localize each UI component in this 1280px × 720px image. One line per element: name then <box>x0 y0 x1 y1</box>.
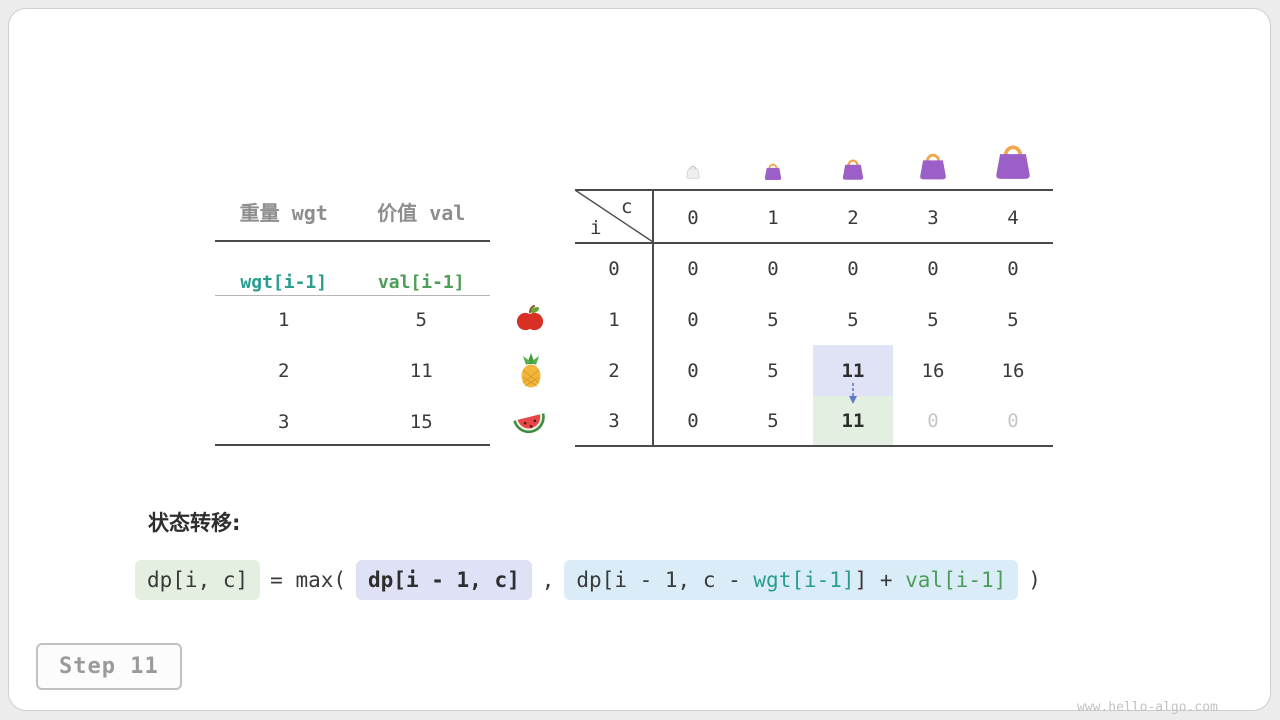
items-header-value: 价值 val <box>377 200 466 225</box>
formula-arg2-prefix: dp[i - 1, c - <box>576 568 754 592</box>
watermelon-icon <box>513 413 545 434</box>
dp-cell-3-0: 0 <box>687 409 699 432</box>
formula-arg2-val: val[i-1] <box>905 568 1007 592</box>
items-table-row-1: 1 5 <box>215 305 490 335</box>
item1-weight: 1 <box>278 309 290 331</box>
dp-corner-row-var: i <box>590 217 602 239</box>
item1-value: 5 <box>415 309 427 331</box>
formula-arg2: dp[i - 1, c - wgt[i-1]] + val[i-1] <box>564 560 1019 600</box>
formula-arg2-infix: ] + <box>854 568 906 592</box>
items-table-rule-bottom <box>215 444 490 446</box>
dp-row-2-label: 2 <box>608 359 620 382</box>
dp-col-header-4: 4 <box>1007 207 1019 229</box>
formula-lhs: dp[i, c] <box>135 560 261 600</box>
items-table-row-3: 3 15 <box>215 407 490 437</box>
item2-value: 11 <box>409 360 433 382</box>
dp-cell-2-2-source-highlight: 11 <box>813 345 893 396</box>
items-var-wgt: wgt[i-1] <box>240 271 328 293</box>
dp-cell-1-1: 5 <box>767 309 779 331</box>
dp-row-0: 0 0 0 0 0 0 <box>575 244 1053 294</box>
dp-col-header-2: 2 <box>847 207 859 229</box>
bag-capacity-3-icon <box>920 153 946 180</box>
dp-cell-2-3: 16 <box>921 359 945 382</box>
item3-weight: 3 <box>278 411 290 433</box>
dp-table-rule-top <box>575 189 1053 191</box>
dp-row-2: 2 0 5 11 16 16 <box>575 345 1053 396</box>
dp-table-rule-vertical <box>652 189 654 447</box>
formula-op: = max( <box>270 568 347 592</box>
dp-row-3: 3 0 5 11 0 0 <box>575 396 1053 445</box>
dp-row-3-label: 3 <box>608 409 620 432</box>
dp-cell-3-4: 0 <box>1007 409 1019 432</box>
step-badge: Step 11 <box>36 643 182 690</box>
items-table-rule-top <box>215 240 490 242</box>
dp-cell-0-2: 0 <box>847 258 859 280</box>
dp-cell-3-1: 5 <box>767 409 779 432</box>
dp-table-rule-header <box>575 242 1053 244</box>
dp-cell-2-1: 5 <box>767 359 779 382</box>
dp-cell-1-4: 5 <box>1007 309 1019 331</box>
formula-arg1: dp[i - 1, c] <box>356 560 532 600</box>
formula-separator: , <box>541 568 555 592</box>
dp-cell-0-3: 0 <box>927 258 939 280</box>
dp-cell-2-4: 16 <box>1001 359 1025 382</box>
dp-col-header-row: 0 1 2 3 4 <box>653 193 1053 243</box>
dp-row-0-label: 0 <box>608 258 620 280</box>
items-var-val: val[i-1] <box>377 271 465 293</box>
dp-cell-3-2-target-highlight: 11 <box>813 396 893 445</box>
dp-cell-0-4: 0 <box>1007 258 1019 280</box>
dp-cell-1-2: 5 <box>847 309 859 331</box>
items-table-header-row: 重量 wgt 价值 val <box>215 196 490 226</box>
dp-table-rule-bottom <box>575 445 1053 447</box>
dp-cell-2-0: 0 <box>687 359 699 382</box>
items-table-row-2: 2 11 <box>215 356 490 386</box>
bag-capacity-2-icon <box>842 159 864 180</box>
item3-value: 15 <box>409 411 433 433</box>
dp-row-1: 1 0 5 5 5 5 <box>575 295 1053 345</box>
items-header-weight: 重量 wgt <box>239 200 328 225</box>
dp-row-1-label: 1 <box>608 309 620 331</box>
bag-capacity-1-icon <box>764 163 782 180</box>
transition-formula: dp[i, c] = max( dp[i - 1, c] , dp[i - 1,… <box>135 560 1041 600</box>
dp-cell-1-3: 5 <box>927 309 939 331</box>
formula-arg2-wgt: wgt[i-1] <box>753 568 855 592</box>
pineapple-icon <box>521 353 541 388</box>
formula-close: ) <box>1028 568 1041 592</box>
dp-col-header-0: 0 <box>687 207 699 229</box>
dp-corner-diagonal <box>575 190 653 242</box>
items-table-rule-mid <box>215 295 490 296</box>
apple-icon <box>516 304 544 331</box>
dp-col-header-3: 3 <box>927 207 939 229</box>
dp-cell-1-0: 0 <box>687 309 699 331</box>
bag-capacity-0-icon <box>686 165 700 179</box>
dp-cell-0-1: 0 <box>767 258 779 280</box>
transition-arrow-icon <box>849 383 857 404</box>
items-table-var-row: wgt[i-1] val[i-1] <box>215 267 490 297</box>
transition-label: 状态转移: <box>148 511 241 535</box>
dp-cell-0-0: 0 <box>687 258 699 280</box>
dp-corner-col-var: c <box>621 196 633 218</box>
item2-weight: 2 <box>278 360 290 382</box>
dp-col-header-1: 1 <box>767 207 779 229</box>
watermark: www.hello-algo.com <box>1077 700 1218 715</box>
bag-capacity-4-icon <box>996 145 1030 179</box>
dp-cell-3-3: 0 <box>927 409 939 432</box>
